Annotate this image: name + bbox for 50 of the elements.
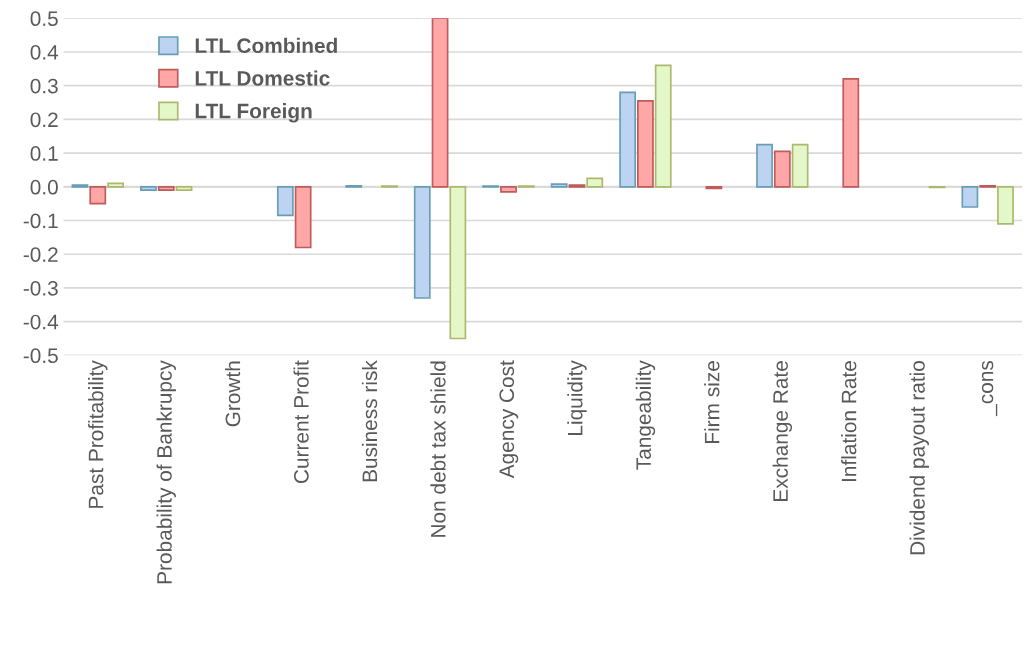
y-tick-label: -0.1	[23, 213, 58, 229]
y-tick-label: 0.5	[30, 11, 58, 27]
y-tick-label: 0.3	[30, 78, 58, 94]
x-tick-label: Dividend payout ratio	[909, 361, 929, 555]
x-tick-label: Firm size	[704, 361, 720, 443]
x-tick-label: _cons	[981, 360, 998, 417]
bar	[619, 91, 637, 188]
x-tick-label: Growth	[224, 361, 241, 427]
legend-label: LTL Domestic	[195, 70, 330, 86]
bar	[107, 182, 124, 188]
x-tick-label: Inflation Rate	[841, 361, 857, 482]
y-tick-label: 0.0	[30, 179, 58, 195]
y-tick-label: -0.4	[23, 314, 59, 330]
bar	[140, 185, 157, 192]
bar	[89, 185, 107, 205]
bar	[791, 143, 809, 188]
bar	[175, 185, 193, 192]
x-tick-label: Business risk	[361, 360, 378, 482]
x-tick-label: Tangeability	[635, 360, 656, 470]
bar	[637, 100, 654, 188]
bar	[276, 185, 294, 217]
y-tick-label: 0.4	[30, 44, 59, 60]
y-tick-label: 0.1	[30, 146, 58, 161]
legend-label: LTL Foreign	[195, 103, 312, 123]
bar	[550, 183, 568, 188]
bar	[413, 185, 431, 299]
y-tick-label: -0.5	[23, 348, 58, 364]
y-tick-label: -0.3	[23, 280, 58, 296]
x-tick-label: Agency Cost	[499, 360, 519, 479]
x-tick-label: Exchange Rate	[772, 361, 793, 501]
bar	[654, 64, 672, 188]
x-tick-label: Probability of Bankrupcy	[156, 360, 176, 584]
bar	[500, 185, 517, 193]
x-tick-label: Liquidity	[567, 360, 587, 435]
bar	[756, 143, 773, 188]
bar	[449, 185, 467, 340]
bar	[997, 185, 1014, 225]
y-tick-label: 0.2	[30, 112, 58, 128]
bar	[773, 150, 791, 188]
x-tick-label: Current Profit	[293, 360, 309, 484]
bar	[431, 18, 449, 188]
y-tick-label: -0.2	[23, 247, 58, 262]
bar	[961, 185, 979, 208]
bar	[294, 185, 312, 249]
bar	[842, 78, 860, 188]
x-tick-label: Past Profitability	[88, 360, 108, 508]
x-tick-label: Non debt tax shield	[430, 361, 446, 537]
legend-label: LTL Combined	[195, 37, 337, 54]
bar	[586, 177, 604, 188]
bar	[157, 185, 175, 192]
